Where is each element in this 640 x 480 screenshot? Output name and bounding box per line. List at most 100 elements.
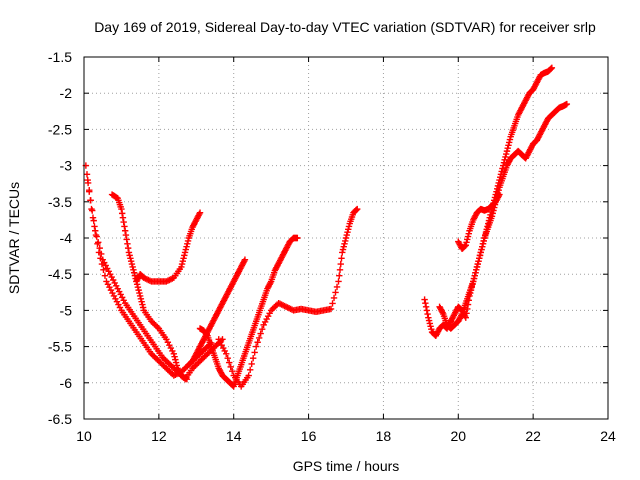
x-tick-label: 14 bbox=[226, 428, 242, 444]
data-point bbox=[425, 314, 432, 321]
data-point bbox=[183, 375, 191, 383]
data-point bbox=[179, 257, 187, 265]
chart-title: Day 169 of 2019, Sidereal Day-to-day VTE… bbox=[94, 19, 596, 35]
data-point bbox=[181, 249, 189, 256]
series-6 bbox=[185, 256, 249, 368]
data-point bbox=[127, 255, 134, 262]
y-tick-label: -6 bbox=[60, 375, 73, 391]
data-point bbox=[563, 100, 571, 108]
data-point bbox=[128, 260, 136, 268]
data-point bbox=[505, 139, 513, 146]
data-point bbox=[89, 207, 96, 214]
data-point bbox=[333, 283, 341, 291]
data-point bbox=[130, 269, 138, 276]
x-tick-label: 12 bbox=[151, 428, 167, 444]
data-point bbox=[330, 294, 338, 302]
data-point bbox=[96, 244, 103, 252]
data-point bbox=[502, 153, 509, 161]
data-point bbox=[173, 362, 181, 369]
data-point bbox=[335, 278, 342, 285]
data-point bbox=[495, 187, 502, 194]
data-point bbox=[343, 231, 350, 239]
x-tick-label: 22 bbox=[525, 428, 541, 444]
data-point bbox=[506, 136, 514, 143]
data-point bbox=[496, 191, 503, 198]
series-3 bbox=[108, 191, 191, 383]
data-point bbox=[241, 256, 249, 263]
data-point bbox=[462, 242, 469, 249]
y-tick-label: -4.5 bbox=[48, 266, 72, 282]
data-point bbox=[340, 243, 347, 250]
data-point bbox=[337, 260, 344, 268]
data-point bbox=[257, 330, 264, 337]
data-point bbox=[245, 372, 252, 379]
data-point bbox=[229, 368, 236, 375]
data-point bbox=[427, 323, 434, 330]
data-point bbox=[170, 350, 178, 358]
data-point bbox=[182, 246, 190, 253]
x-tick-label: 20 bbox=[450, 428, 466, 444]
data-point bbox=[502, 150, 510, 158]
data-point bbox=[477, 249, 484, 256]
axis-tick-labels: 10 12 14 16 18 20 22 24 -1.5 -2 -2.5 -3 -3.5 -4 -4.5 -5… bbox=[48, 49, 616, 444]
grid-lines bbox=[84, 57, 608, 419]
data-point bbox=[327, 305, 335, 313]
data-point bbox=[428, 326, 435, 333]
data-point bbox=[465, 230, 472, 237]
data-point bbox=[254, 339, 261, 346]
data-point bbox=[422, 299, 429, 307]
y-tick-label: -4 bbox=[60, 230, 73, 246]
data-point bbox=[118, 210, 126, 217]
data-point bbox=[95, 239, 102, 246]
data-point bbox=[258, 326, 266, 333]
data-point bbox=[470, 278, 477, 285]
data-point bbox=[84, 176, 91, 184]
data-point bbox=[86, 187, 93, 194]
data-point bbox=[224, 354, 231, 362]
data-point bbox=[226, 359, 233, 366]
data-point bbox=[478, 246, 485, 253]
x-tick-label: 18 bbox=[376, 428, 392, 444]
data-point bbox=[246, 366, 254, 373]
data-point bbox=[119, 214, 127, 221]
data-point bbox=[87, 197, 94, 204]
data-point bbox=[251, 349, 258, 356]
data-point bbox=[124, 244, 132, 252]
data-point bbox=[138, 298, 145, 305]
data-point bbox=[479, 240, 487, 247]
data-point bbox=[180, 255, 187, 262]
data-point bbox=[470, 275, 478, 282]
data-point bbox=[342, 234, 350, 242]
data-point bbox=[223, 350, 230, 358]
x-axis-title: GPS time / hours bbox=[293, 458, 400, 474]
data-series bbox=[82, 64, 571, 390]
data-point bbox=[341, 240, 348, 247]
x-tick-label: 16 bbox=[301, 428, 317, 444]
series-10 bbox=[455, 191, 503, 253]
data-point bbox=[172, 356, 179, 363]
data-point bbox=[171, 353, 178, 360]
data-point bbox=[548, 64, 556, 72]
data-point bbox=[120, 218, 127, 226]
data-point bbox=[118, 205, 125, 213]
x-tick-label: 10 bbox=[76, 428, 92, 444]
data-point bbox=[90, 217, 97, 224]
data-point bbox=[101, 272, 109, 279]
data-point bbox=[172, 359, 180, 366]
y-axis-title: SDTVAR / TECUs bbox=[6, 182, 22, 294]
data-point bbox=[178, 263, 185, 271]
data-point bbox=[339, 246, 347, 253]
data-point bbox=[123, 236, 130, 243]
data-point bbox=[136, 289, 143, 297]
data-point bbox=[184, 240, 191, 247]
data-point bbox=[476, 252, 484, 259]
data-point bbox=[255, 334, 263, 342]
data-point bbox=[294, 234, 301, 242]
data-point bbox=[124, 240, 131, 247]
data-point bbox=[92, 227, 99, 234]
data-point bbox=[426, 320, 434, 327]
data-point bbox=[89, 214, 97, 221]
data-point bbox=[503, 147, 511, 155]
data-point bbox=[336, 272, 343, 279]
